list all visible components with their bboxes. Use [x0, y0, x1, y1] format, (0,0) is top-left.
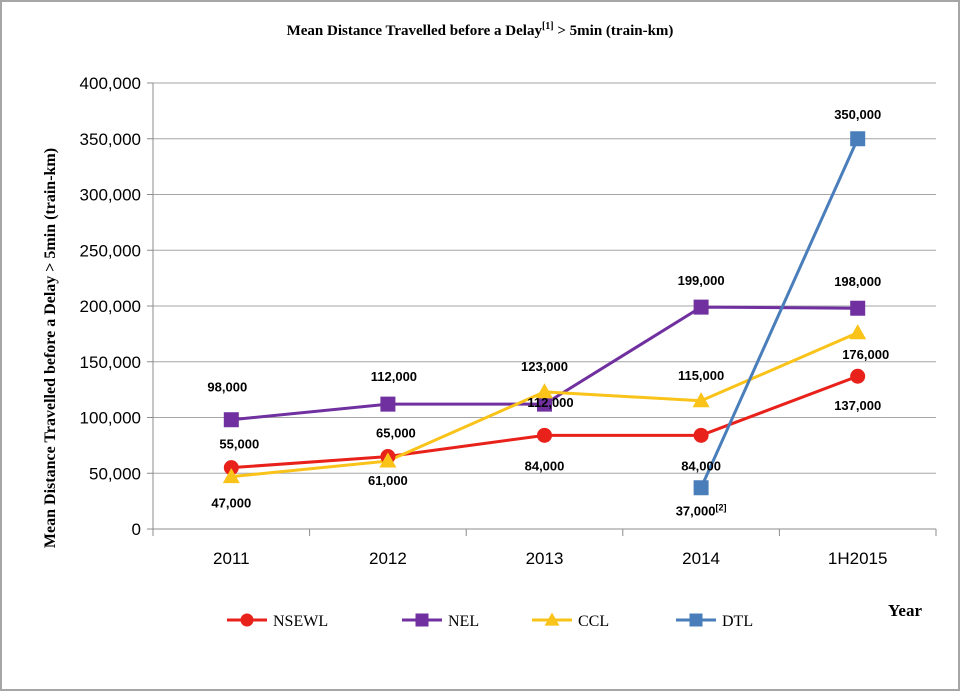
legend: NSEWL NEL CCL DTL [227, 612, 753, 630]
x-axis-label: Year [888, 601, 922, 620]
data-label-nel: 112,000 [371, 369, 417, 384]
legend-label-ccl: CCL [578, 613, 609, 630]
legend-label-nel: NEL [448, 613, 479, 630]
data-label-nsewl: 84,000 [525, 458, 565, 473]
legend-label-nsewl: NSEWL [273, 613, 328, 630]
data-label-ccl: 123,000 [521, 359, 568, 374]
y-tick-label: 300,000 [80, 186, 141, 205]
marker-nel [223, 412, 239, 428]
series-line-dtl [699, 138, 860, 489]
marker-nsewl [693, 427, 709, 443]
data-label-nsewl: 65,000 [376, 426, 416, 441]
legend-marker-dtl [689, 613, 703, 627]
x-tick-label: 1H2015 [828, 549, 888, 568]
marker-ccl [379, 452, 397, 468]
marker-ccl [849, 324, 867, 340]
y-tick-label: 0 [132, 520, 141, 539]
data-label-nsewl: 137,000 [834, 398, 881, 413]
marker-nel [380, 396, 396, 412]
y-tick-label: 50,000 [89, 464, 141, 483]
x-tick-label: 2014 [682, 549, 720, 568]
marker-dtl [850, 131, 866, 147]
data-label-nel: 199,000 [678, 273, 725, 288]
data-label-dtl: 37,000[2] [676, 503, 727, 519]
axes [152, 83, 937, 536]
data-label-nsewl: 55,000 [219, 437, 259, 452]
y-tick-labels: 0 50,000 100,000 150,000 200,000 250,000 300,0… [80, 74, 141, 539]
marker-ccl [536, 383, 553, 399]
data-label-ccl: 47,000 [211, 496, 251, 511]
marker-ccl [692, 392, 710, 408]
marker-nsewl [537, 427, 552, 443]
data-label-ccl: 61,000 [368, 473, 408, 488]
y-tick-label: 150,000 [80, 353, 141, 372]
legend-marker-ccl [544, 612, 560, 626]
data-labels: 55,000 65,000 84,000 84,000 137,000 98,000 112… [207, 107, 889, 519]
x-tick-label: 2012 [369, 549, 407, 568]
marker-nsewl [850, 368, 866, 384]
marker-nel [537, 396, 552, 412]
legend-marker-nel [415, 613, 429, 627]
x-tick-labels: 2011 2012 2013 2014 1H2015 [213, 549, 887, 568]
chart-title: Mean Distance Travelled before a Delay[1… [287, 21, 674, 39]
data-label-nsewl: 84,000 [681, 458, 721, 473]
marker-nsewl [223, 460, 239, 476]
y-tick-label: 400,000 [80, 74, 141, 93]
y-tick-label: 250,000 [80, 241, 141, 260]
data-label-ccl: 176,000 [842, 347, 889, 362]
y-tick-label: 100,000 [80, 409, 141, 428]
x-tick-label: 2013 [526, 549, 564, 568]
gridlines [147, 82, 936, 530]
x-tick-label: 2011 [213, 549, 250, 568]
data-label-ccl: 115,000 [678, 368, 724, 383]
data-label-nel: 98,000 [207, 380, 247, 395]
data-label-nel: 198,000 [834, 274, 881, 289]
legend-marker-nsewl [240, 613, 254, 627]
series-markers [222, 131, 867, 496]
marker-nel [693, 299, 709, 315]
data-label-nel: 112,000 [527, 395, 573, 410]
marker-nel [850, 300, 866, 316]
y-tick-label: 200,000 [80, 297, 141, 316]
y-tick-label: 350,000 [80, 130, 141, 149]
data-label-dtl: 350,000 [834, 107, 881, 122]
marker-dtl [693, 480, 709, 496]
marker-ccl [222, 467, 240, 484]
y-axis-label: Mean Distance Travelled before a Delay >… [42, 148, 59, 548]
legend-label-dtl: DTL [722, 613, 753, 630]
